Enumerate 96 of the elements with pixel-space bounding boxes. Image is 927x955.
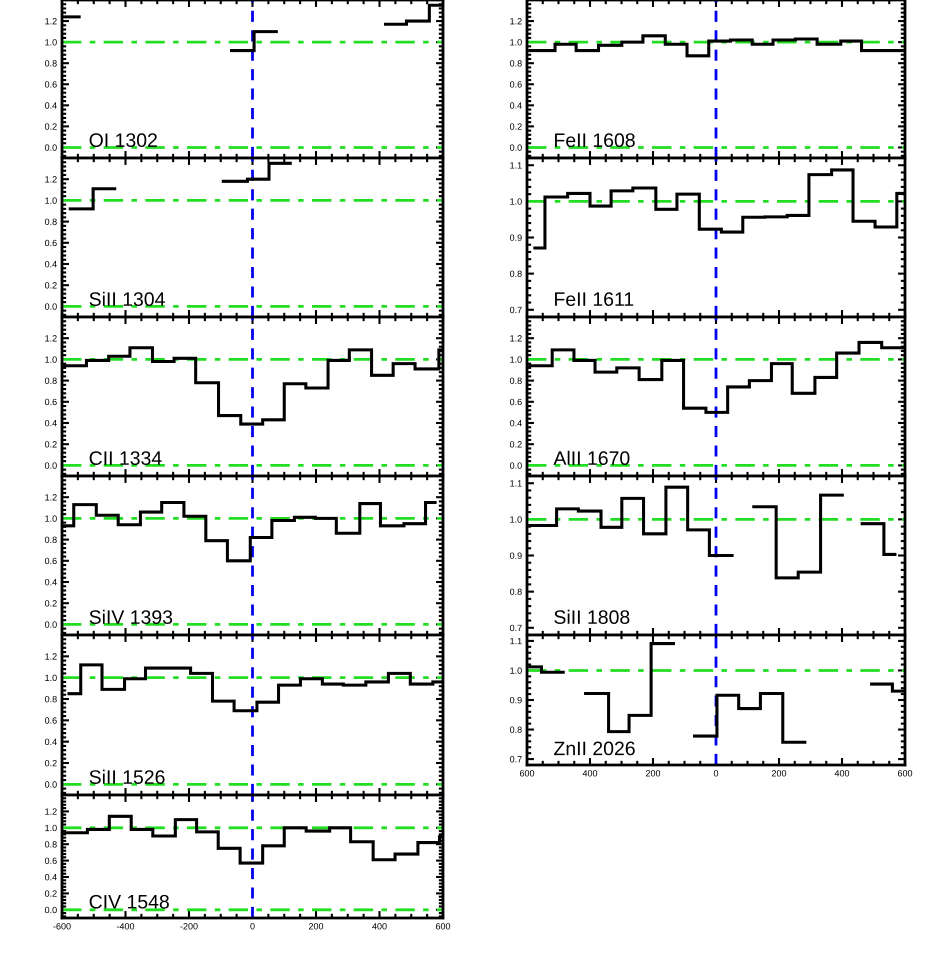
y-tick-label: 0.2 (44, 441, 57, 448)
y-tick-label: 0.6 (510, 398, 522, 406)
y-tick-label: 0.0 (44, 906, 57, 914)
y-tick-label: 0.9 (510, 552, 522, 559)
x-tick-label: 400 (372, 923, 387, 930)
x-tick-label: 200 (308, 923, 324, 930)
text: SiII 1304 (90, 292, 165, 306)
y-tick-label: 0.4 (44, 102, 57, 109)
text: AlII 1670 (554, 450, 630, 465)
y-tick-label: 1.0 (510, 516, 522, 523)
y-tick-label: 1.0 (45, 356, 57, 363)
y-tick-label: 1.0 (510, 667, 522, 674)
x-tick-label: 0 (714, 770, 718, 776)
y-tick-label: 1.1 (510, 638, 522, 644)
y-tick-label: 1.0 (510, 39, 522, 46)
y-tick-label: 0.8 (510, 378, 522, 384)
text: FeII 1608 (555, 133, 635, 148)
y-tick-label: 0.8 (44, 378, 57, 384)
x-tick-label: 200 (772, 770, 786, 776)
y-tick-label: 1.0 (45, 197, 57, 204)
text: FeII 1611 (555, 292, 634, 306)
x-tick-label: -200 (180, 923, 198, 930)
y-tick-label: 1.1 (510, 162, 522, 168)
y-tick-label: 1.2 (45, 335, 57, 342)
y-tick-label: 0.2 (44, 123, 57, 130)
y-tick-label: 1.2 (510, 18, 522, 24)
y-tick-label: 0.6 (44, 858, 57, 864)
y-tick-label: 1.0 (45, 674, 57, 682)
y-tick-label: 0.4 (44, 260, 57, 268)
y-tick-label: 1.2 (45, 18, 57, 24)
y-tick-label: 1.1 (510, 480, 522, 486)
text: CIV 1548 (90, 894, 169, 909)
y-tick-label: 1.0 (510, 198, 522, 205)
y-tick-label: 0.8 (44, 218, 57, 225)
y-tick-label: 0.8 (44, 536, 57, 543)
x-tick-label: 400 (582, 770, 598, 776)
y-tick-label: 0.4 (44, 738, 57, 746)
y-tick-label: 1.0 (510, 356, 522, 363)
y-tick-label: 0.0 (44, 621, 57, 628)
y-tick-label: 0.8 (44, 841, 57, 848)
x-tick-label: -600 (53, 923, 71, 930)
x-tick-label: 0 (250, 923, 255, 930)
y-tick-label: 1.0 (45, 39, 57, 46)
x-tick-label: 400 (834, 770, 850, 776)
y-tick-label: 0.2 (44, 760, 57, 766)
y-tick-label: 0.8 (44, 60, 57, 67)
x-tick-label: 200 (646, 770, 660, 776)
y-tick-label: 0.7 (510, 624, 522, 632)
text: OI 1302 (90, 133, 157, 148)
x-tick-label: 600 (436, 923, 450, 930)
y-tick-label: 1.2 (510, 335, 522, 342)
y-tick-label: 0.7 (510, 306, 522, 314)
y-tick-label: 0.0 (44, 144, 57, 151)
y-tick-label: 0.4 (44, 578, 57, 586)
text: CII 1334 (90, 451, 162, 465)
y-tick-label: 0.0 (44, 303, 57, 310)
text: SiII 1526 (90, 770, 165, 784)
y-tick-label: 0.6 (44, 558, 57, 564)
y-tick-label: 0.8 (510, 60, 522, 67)
text: SiIV 1393 (90, 610, 172, 624)
y-tick-label: 0.6 (44, 240, 57, 246)
y-tick-label: 0.2 (44, 282, 57, 289)
y-tick-label: 0.0 (44, 462, 57, 469)
y-tick-label: 0.6 (44, 717, 57, 724)
y-tick-label: 0.2 (44, 600, 57, 607)
x-tick-label: -400 (116, 923, 134, 930)
y-tick-label: 0.2 (510, 123, 522, 130)
y-tick-label: 0.2 (510, 441, 522, 448)
y-tick-label: 1.2 (45, 176, 57, 182)
y-tick-label: 0.4 (44, 874, 57, 880)
y-tick-label: 0.6 (44, 398, 57, 406)
y-tick-label: 0.0 (44, 781, 57, 788)
text: SiII 1808 (554, 610, 630, 624)
y-tick-label: 0.0 (510, 144, 522, 151)
y-tick-label: 0.9 (510, 696, 522, 704)
x-tick-label: 600 (520, 770, 534, 776)
y-tick-label: 0.4 (510, 102, 522, 109)
y-tick-label: 0.8 (44, 696, 57, 702)
y-tick-label: 1.2 (45, 808, 57, 815)
y-tick-label: 0.4 (510, 420, 522, 426)
y-tick-label: 0.6 (510, 81, 522, 88)
y-tick-label: 1.2 (45, 494, 57, 500)
y-tick-label: 0.7 (510, 756, 522, 762)
text: ZnII 2026 (554, 742, 635, 756)
y-tick-label: 0.0 (510, 462, 522, 469)
y-tick-label: 0.8 (510, 270, 522, 277)
y-tick-label: 0.8 (510, 726, 522, 733)
y-tick-label: 0.6 (44, 81, 57, 88)
y-tick-label: 0.8 (510, 588, 522, 595)
y-tick-label: 0.2 (44, 890, 57, 897)
y-tick-label: 1.0 (45, 515, 57, 522)
x-tick-label: 600 (898, 770, 912, 776)
y-tick-label: 1.0 (45, 824, 57, 832)
y-tick-label: 0.4 (44, 420, 57, 426)
y-tick-label: 1.2 (45, 653, 57, 660)
y-tick-label: 0.9 (510, 234, 522, 241)
